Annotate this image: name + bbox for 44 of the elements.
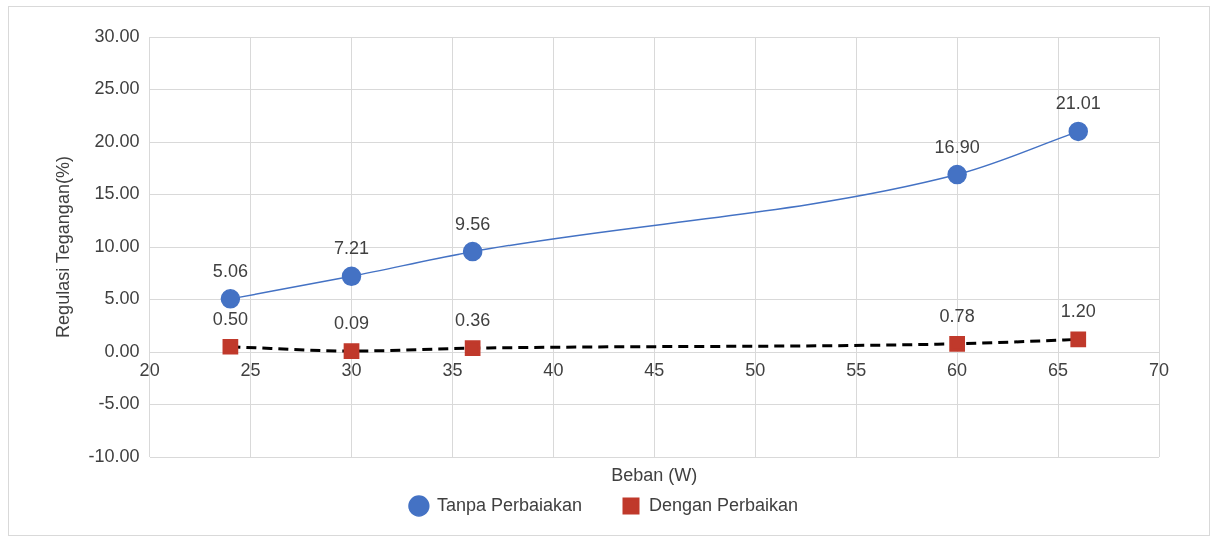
y-tick-label: 5.00 [104,288,140,309]
data-label: 7.21 [333,238,370,259]
x-tick-label: 55 [846,359,867,380]
point [947,164,967,185]
y-tick-label: 20.00 [94,130,140,151]
point [1070,331,1087,348]
legend-label: Dengan Perbaikan [649,494,799,515]
y-tick-label: 0.00 [104,340,140,361]
legend-label: Tanpa Perbaiakan [436,494,582,515]
x-tick-label: 40 [543,359,564,380]
point [464,340,481,357]
point [220,289,241,309]
point [949,335,965,352]
point [341,266,362,287]
data-label: 5.06 [212,260,248,281]
point [343,343,360,359]
y-tick-label: 10.00 [94,235,140,256]
x-tick-label: 65 [1048,359,1069,380]
data-label: 1.20 [1060,301,1096,322]
x-tick-label: 45 [644,359,665,380]
y-tick-label: 25.00 [94,78,140,99]
data-label: 0.36 [455,310,491,331]
data-label: 9.56 [455,213,491,234]
data-label: 0.50 [212,308,248,329]
point [1068,121,1088,142]
x-tick-label: 50 [745,359,766,380]
x-tick-label: 20 [139,359,160,380]
x-tick-label: 35 [442,359,463,380]
data-label: 0.78 [939,305,975,326]
y-tick-label: -5.00 [98,393,140,414]
x-tick-label: 60 [947,359,968,380]
y-axis-title: Regulasi Tegangan(%) [52,156,73,338]
x-axis-title: Beban (W) [611,464,698,485]
data-label: 21.01 [1055,93,1101,114]
y-tick-label: 15.00 [94,183,140,204]
point [462,241,483,262]
data-label: 16.90 [934,136,980,157]
x-tick-label: 30 [341,359,362,380]
y-tick-label: -10.00 [88,445,140,466]
x-tick-label: 70 [1148,359,1170,380]
point [222,338,239,355]
y-tick-label: 30.00 [94,25,140,46]
data-label: 0.09 [333,313,370,334]
x-tick-label: 25 [240,359,261,380]
